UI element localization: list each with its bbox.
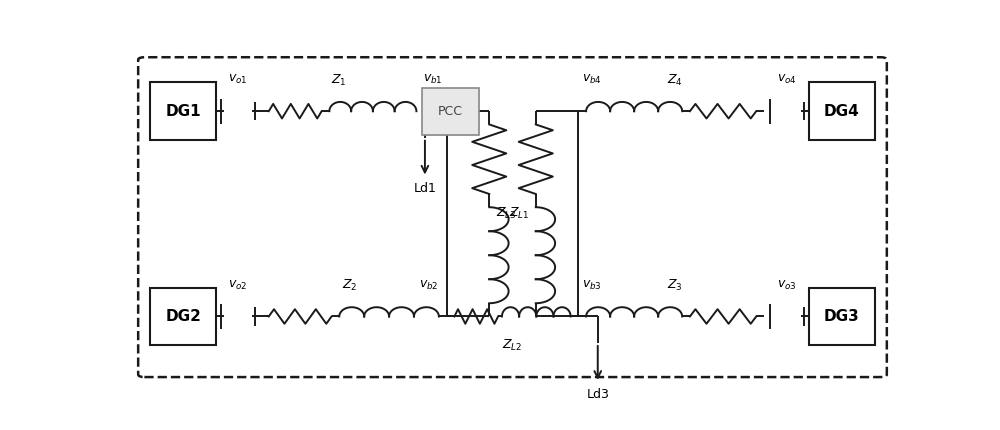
- Text: $Z_{L2}$: $Z_{L2}$: [502, 338, 523, 353]
- Text: DG3: DG3: [824, 309, 860, 324]
- Text: $v_{o1}$: $v_{o1}$: [228, 73, 248, 86]
- FancyBboxPatch shape: [138, 57, 887, 377]
- Text: DG1: DG1: [165, 104, 201, 119]
- Text: $Z_{L1}$: $Z_{L1}$: [509, 206, 529, 221]
- FancyBboxPatch shape: [150, 82, 216, 140]
- Text: DG2: DG2: [165, 309, 201, 324]
- FancyBboxPatch shape: [150, 288, 216, 345]
- Text: $v_{o2}$: $v_{o2}$: [228, 279, 247, 292]
- FancyBboxPatch shape: [422, 88, 479, 135]
- Text: $v_{o4}$: $v_{o4}$: [777, 73, 797, 86]
- Text: $v_{b3}$: $v_{b3}$: [582, 279, 602, 292]
- Text: DG4: DG4: [824, 104, 860, 119]
- Text: $v_{b1}$: $v_{b1}$: [423, 73, 443, 86]
- Text: PCC: PCC: [438, 104, 463, 118]
- Text: $Z_3$: $Z_3$: [667, 278, 683, 293]
- Text: $Z_2$: $Z_2$: [342, 278, 358, 293]
- Text: $v_{b4}$: $v_{b4}$: [582, 73, 602, 86]
- Text: $Z_1$: $Z_1$: [331, 73, 346, 88]
- Text: $v_{o3}$: $v_{o3}$: [777, 279, 797, 292]
- Text: Ld1: Ld1: [413, 182, 436, 195]
- Text: $Z_4$: $Z_4$: [667, 73, 683, 88]
- Text: $Z_{L3}$: $Z_{L3}$: [496, 206, 516, 221]
- FancyBboxPatch shape: [809, 82, 875, 140]
- FancyBboxPatch shape: [809, 288, 875, 345]
- Text: $v_{b2}$: $v_{b2}$: [419, 279, 439, 292]
- Text: Ld3: Ld3: [586, 388, 609, 401]
